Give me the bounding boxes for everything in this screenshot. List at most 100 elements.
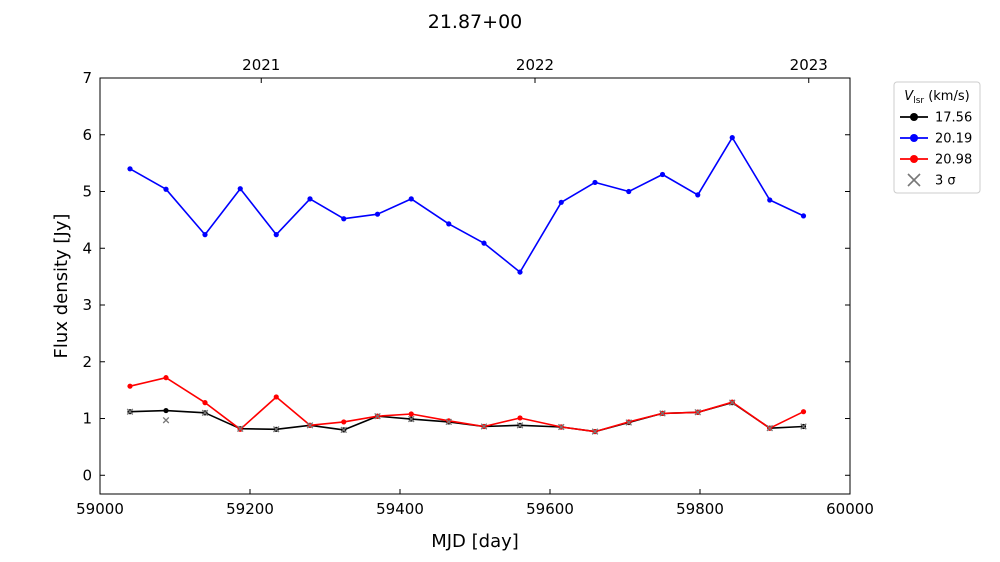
sigma-stroke <box>162 416 170 424</box>
data-point-20.19-12 <box>558 199 564 205</box>
plot-area <box>126 134 807 435</box>
top-tick-label: 2023 <box>790 56 828 74</box>
data-point-20.19-15 <box>659 171 666 178</box>
series-line-20.19 <box>129 136 804 273</box>
y-tick-label: 1 <box>82 410 92 428</box>
data-point-20.19-16 <box>695 192 701 198</box>
legend-label-20.19: 20.19 <box>935 132 972 147</box>
y-tick-label: 6 <box>82 126 92 144</box>
data-point-20.98-2 <box>202 400 208 406</box>
legend-box <box>893 81 981 194</box>
sigma-marker-7 <box>374 412 381 420</box>
sigma-marker-12 <box>557 423 565 431</box>
x-tick-label: 59800 <box>676 500 724 518</box>
sigma-stroke <box>126 408 134 415</box>
legend-marker-20.98 <box>910 155 918 163</box>
sigma-stroke <box>907 173 921 187</box>
chart-title: 21.87+00 <box>428 11 523 33</box>
sigma-marker-1 <box>162 416 170 424</box>
sigma-marker-11 <box>516 422 524 429</box>
data-point-20.19-9 <box>446 221 452 227</box>
sigma-marker-9 <box>445 418 453 426</box>
sigma-stroke <box>201 409 209 417</box>
legend-title: Vlsr (km/s) <box>904 89 969 106</box>
data-point-20.19-8 <box>408 196 414 202</box>
plot-frame <box>99 77 851 495</box>
sigma-stroke <box>694 409 702 416</box>
legend: Vlsr (km/s) 17.56 20.19 20.98 3 σ <box>893 81 981 194</box>
sigma-marker-4 <box>272 426 280 433</box>
data-point-20.19-2 <box>202 232 208 238</box>
sigma-stroke <box>480 423 488 430</box>
x-tick-label: 59600 <box>526 500 574 518</box>
data-point-20.98-0 <box>127 383 133 389</box>
legend-label-17.56: 17.56 <box>935 111 972 126</box>
sigma-marker-17 <box>728 399 736 406</box>
sigma-stroke <box>557 423 565 431</box>
sigma-stroke <box>728 399 736 406</box>
sigma-marker-19 <box>800 423 807 430</box>
sigma-stroke <box>306 422 314 429</box>
sigma-marker-3 <box>236 425 244 432</box>
data-point-20.98-8 <box>408 411 414 417</box>
series-line-17.56 <box>129 401 804 433</box>
sigma-stroke <box>591 428 599 435</box>
sigma-stroke <box>766 424 774 432</box>
sigma-marker-10 <box>480 423 488 430</box>
y-tick-label: 3 <box>82 296 92 314</box>
sigma-stroke <box>659 410 666 417</box>
sigma-stroke <box>272 426 280 433</box>
data-point-20.19-4 <box>273 232 279 238</box>
sigma-stroke <box>445 418 453 426</box>
x-tick-label: 59200 <box>226 500 274 518</box>
y-tick-label: 7 <box>82 69 92 87</box>
sigma-stroke <box>516 422 524 429</box>
data-point-17.56-1 <box>163 407 169 414</box>
sigma-stroke <box>374 412 381 420</box>
y-tick-label: 2 <box>82 353 92 371</box>
y-axis-label: Flux density [Jy] <box>51 214 72 359</box>
sigma-marker-6 <box>340 426 348 434</box>
data-point-20.19-10 <box>481 240 487 246</box>
sigma-stroke <box>340 426 348 434</box>
data-point-20.98-6 <box>341 419 347 425</box>
data-point-20.19-13 <box>592 179 598 186</box>
x-axis-label: MJD [day] <box>431 531 519 552</box>
data-point-20.19-14 <box>626 188 632 195</box>
sigma-stroke <box>236 425 244 432</box>
y-tick-label: 5 <box>82 183 92 201</box>
sigma-marker-14 <box>625 419 633 426</box>
series-line-20.98 <box>129 376 804 433</box>
x-tick-label: 59400 <box>376 500 424 518</box>
sigma-marker-15 <box>659 410 666 417</box>
sigma-marker-8 <box>407 415 415 423</box>
sigma-marker-5 <box>306 422 314 429</box>
sigma-marker-13 <box>591 428 599 435</box>
legend-sigma-marker <box>907 173 921 187</box>
data-point-20.98-1 <box>163 375 169 381</box>
axes: 59000 59200 59400 59600 59800 60000 0 1 2 3 4 5 6 7 20… <box>76 56 874 518</box>
legend-marker-20.19 <box>910 134 918 142</box>
data-point-20.19-11 <box>517 269 523 275</box>
data-point-20.98-4 <box>273 394 279 400</box>
data-point-20.19-1 <box>163 186 169 192</box>
y-tick-label: 0 <box>82 466 92 484</box>
legend-label-20.98: 20.98 <box>935 153 972 168</box>
sigma-stroke <box>625 419 633 426</box>
sigma-marker-16 <box>694 409 702 416</box>
y-tick-label: 4 <box>82 239 92 257</box>
x-tick-label: 59000 <box>76 500 124 518</box>
sigma-marker-18 <box>766 424 774 432</box>
sigma-stroke <box>800 423 807 430</box>
data-point-20.19-17 <box>729 134 735 141</box>
data-point-20.19-0 <box>127 166 133 172</box>
data-point-20.19-19 <box>800 213 807 219</box>
data-point-20.98-11 <box>517 415 523 421</box>
sigma-stroke <box>407 415 415 423</box>
sigma-marker-2 <box>201 409 209 417</box>
top-tick-label: 2021 <box>242 56 280 74</box>
data-point-20.19-3 <box>237 186 243 192</box>
legend-label-sigma: 3 σ <box>935 174 956 189</box>
sigma-marker-0 <box>126 408 134 415</box>
